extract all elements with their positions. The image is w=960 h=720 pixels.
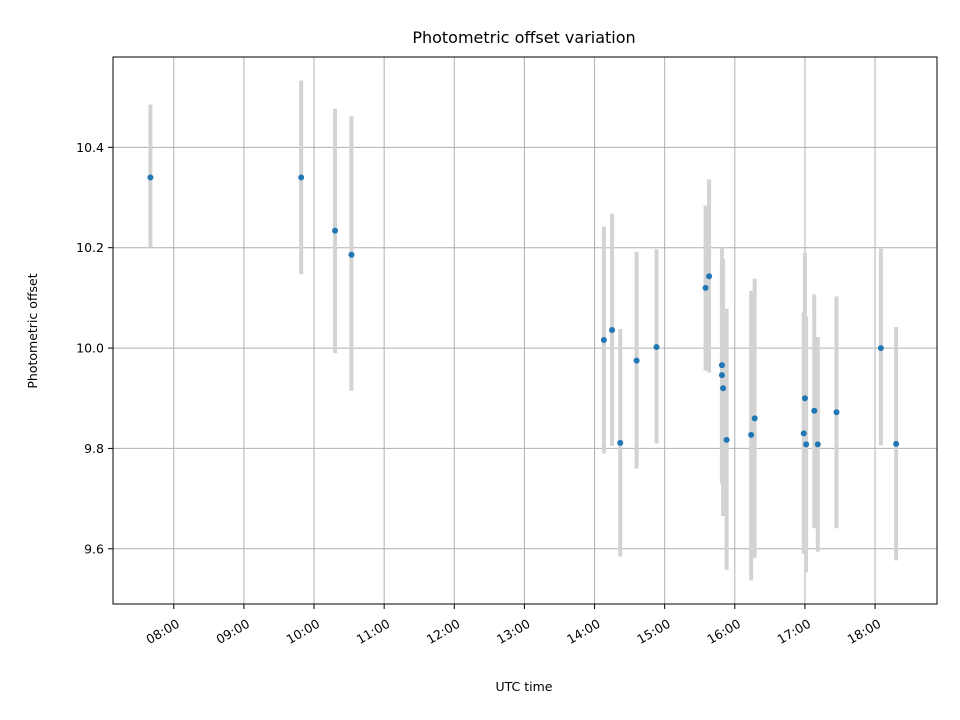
data-point — [720, 385, 727, 392]
data-point — [609, 326, 616, 333]
data-point — [801, 395, 808, 402]
data-point — [653, 344, 660, 351]
grid — [113, 57, 937, 604]
x-tick-label: 17:00 — [775, 616, 814, 647]
y-tick-label: 10.0 — [76, 341, 104, 356]
error-bars — [148, 80, 899, 581]
data-point — [723, 436, 730, 443]
data-point — [348, 251, 355, 258]
plot-frame — [112, 56, 938, 605]
data-point — [617, 439, 624, 446]
x-tick-label: 14:00 — [564, 616, 603, 647]
x-tick-label: 16:00 — [704, 616, 743, 647]
chart-title: Photometric offset variation — [412, 28, 635, 47]
data-point — [833, 409, 840, 416]
data-point — [814, 441, 821, 448]
data-point — [718, 362, 725, 369]
data-point — [600, 337, 607, 344]
data-point — [706, 273, 713, 280]
x-tick-label: 12:00 — [424, 616, 463, 647]
data-point — [751, 415, 758, 422]
y-axis-ticks: 9.6 9.8 10.0 10.2 10.4 — [76, 140, 113, 556]
x-tick-label: 13:00 — [494, 616, 533, 647]
x-tick-label: 10:00 — [284, 616, 323, 647]
data-point — [147, 174, 154, 181]
x-tick-label: 18:00 — [845, 616, 884, 647]
data-point — [718, 372, 725, 379]
x-axis-ticks: 08:00 09:00 10:00 11:00 12:00 13:00 14:00 15:00… — [143, 604, 883, 647]
data-point — [877, 345, 884, 352]
x-tick-label: 11:00 — [354, 616, 393, 647]
x-tick-label: 08:00 — [143, 616, 182, 647]
data-point — [633, 357, 640, 364]
data-point — [800, 430, 807, 437]
data-point — [748, 431, 755, 438]
y-tick-label: 10.2 — [76, 240, 104, 255]
x-tick-label: 09:00 — [213, 616, 252, 647]
y-tick-label: 10.4 — [76, 140, 104, 155]
x-axis-label: UTC time — [496, 679, 553, 694]
y-tick-label: 9.6 — [84, 541, 104, 556]
x-tick-label: 15:00 — [634, 616, 673, 647]
data-point — [893, 440, 900, 447]
y-tick-label: 9.8 — [84, 441, 104, 456]
data-point — [803, 441, 810, 448]
data-point — [811, 407, 818, 414]
data-point — [332, 227, 339, 234]
data-point — [298, 174, 305, 181]
data-points — [147, 174, 900, 448]
y-axis-label: Photometric offset — [25, 273, 40, 388]
data-point — [702, 284, 709, 291]
